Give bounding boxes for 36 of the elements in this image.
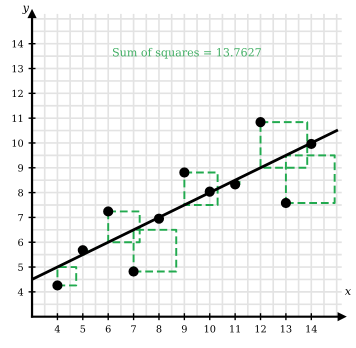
y-tick-label: 10: [12, 139, 24, 147]
x-tick-label: 4: [54, 325, 60, 332]
point: [154, 214, 164, 224]
y-tick-label: 11: [12, 114, 22, 122]
x-tick-label: 6: [106, 325, 111, 333]
y-tick-label: 8: [18, 189, 24, 196]
x-tick-label: 11: [230, 325, 240, 332]
y-tick-label: 9: [18, 164, 24, 172]
x-axis-title: x: [344, 289, 351, 295]
x-tick-label: 13: [280, 325, 292, 333]
x-tick-label: 9: [182, 325, 187, 333]
x-tick-label: 7: [131, 325, 136, 332]
y-tick-label: 14: [12, 40, 24, 48]
y-tick-label: 7: [18, 214, 24, 222]
y-tick-label: 4: [18, 288, 24, 296]
point: [78, 245, 88, 256]
point: [204, 186, 215, 197]
point: [103, 206, 114, 217]
point: [230, 179, 240, 190]
point: [179, 167, 190, 178]
point: [306, 138, 316, 150]
y-tick-label: 12: [12, 90, 23, 98]
y-tick-label: 13: [12, 64, 23, 72]
point: [52, 280, 63, 290]
y-tick-label: 5: [18, 264, 23, 271]
x-tick-label: 14: [306, 325, 317, 332]
point: [280, 198, 291, 208]
y-axis-title: y: [22, 6, 30, 14]
point: [255, 117, 266, 128]
x-tick-label: 8: [156, 325, 162, 333]
text: Sum of squares = 13.7627: [112, 48, 261, 59]
x-tick-label: 5: [80, 325, 86, 333]
point: [128, 266, 139, 277]
x-tick-label: 10: [204, 325, 216, 333]
x-tick-label: 12: [256, 325, 266, 332]
y-tick-label: 6: [18, 238, 24, 246]
